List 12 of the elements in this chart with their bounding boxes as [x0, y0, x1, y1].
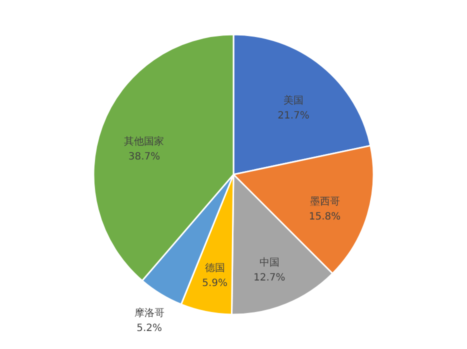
- slice-label: 其他国家: [124, 135, 164, 148]
- data-label: 5.2%: [136, 322, 162, 334]
- data-label: 5.9%: [202, 278, 228, 289]
- data-label: 15.8%: [308, 212, 341, 223]
- data-label: 12.7%: [253, 272, 286, 284]
- data-label: 38.7%: [128, 151, 160, 162]
- slice-label: 美国: [283, 94, 304, 107]
- slice-label: 墨西哥: [310, 196, 340, 208]
- data-label: 21.7%: [278, 110, 310, 122]
- slice-label: 中国: [259, 256, 280, 269]
- slice-label: 德国: [204, 262, 225, 274]
- slice-label: 摩洛哥: [134, 306, 164, 319]
